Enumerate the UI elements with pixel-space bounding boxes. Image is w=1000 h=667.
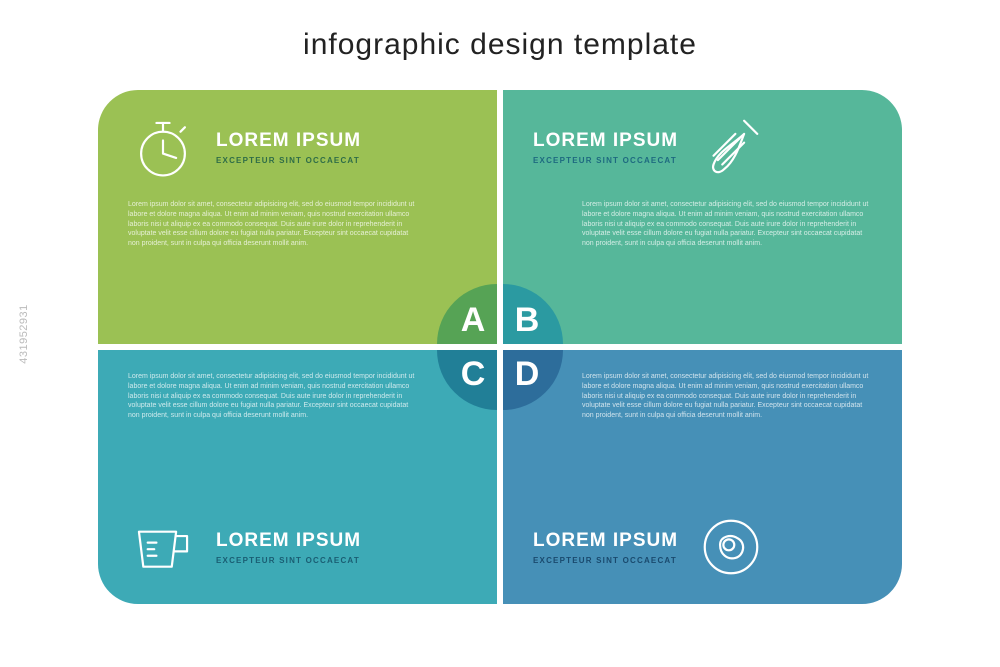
panel-a-title: LOREM IPSUM xyxy=(216,130,361,152)
panel-c-badge: C xyxy=(437,350,497,410)
panel-a-subtitle: EXCEPTEUR SINT OCCAECAT xyxy=(216,156,361,165)
panel-b-subtitle: EXCEPTEUR SINT OCCAECAT xyxy=(533,156,678,165)
panel-c-header: LOREM IPSUM EXCEPTEUR SINT OCCAECAT xyxy=(128,512,361,582)
measuring-cup-icon xyxy=(128,512,198,582)
stopwatch-icon xyxy=(128,112,198,182)
whisk-icon xyxy=(696,112,766,182)
fried-egg-icon xyxy=(696,512,766,582)
panel-c: Lorem ipsum dolor sit amet, consectetur … xyxy=(98,350,497,604)
panel-a-body: Lorem ipsum dolor sit amet, consectetur … xyxy=(128,200,418,249)
panel-d: Lorem ipsum dolor sit amet, consectetur … xyxy=(503,350,902,604)
panel-a-badge: A xyxy=(437,284,497,344)
panel-d-body: Lorem ipsum dolor sit amet, consectetur … xyxy=(582,372,872,421)
panel-c-letter: C xyxy=(461,355,486,394)
panel-a-letter: A xyxy=(461,301,486,340)
panel-b-title: LOREM IPSUM xyxy=(533,130,678,152)
panel-d-header: LOREM IPSUM EXCEPTEUR SINT OCCAECAT xyxy=(533,512,766,582)
watermark-id: 431952931 xyxy=(18,304,30,364)
panel-d-badge: D xyxy=(503,350,563,410)
panel-d-subtitle: EXCEPTEUR SINT OCCAECAT xyxy=(533,556,678,565)
panel-c-subtitle: EXCEPTEUR SINT OCCAECAT xyxy=(216,556,361,565)
panel-d-letter: D xyxy=(515,355,540,394)
panel-a-header: LOREM IPSUM EXCEPTEUR SINT OCCAECAT xyxy=(128,112,361,182)
panel-b-letter: B xyxy=(515,301,540,340)
panel-b-body: Lorem ipsum dolor sit amet, consectetur … xyxy=(582,200,872,249)
panel-d-title: LOREM IPSUM xyxy=(533,530,678,552)
page-title: infographic design template xyxy=(0,28,1000,62)
panel-b-header: LOREM IPSUM EXCEPTEUR SINT OCCAECAT xyxy=(533,112,766,182)
infographic-grid: LOREM IPSUM EXCEPTEUR SINT OCCAECAT Lore… xyxy=(98,90,902,604)
panel-c-title: LOREM IPSUM xyxy=(216,530,361,552)
panel-a: LOREM IPSUM EXCEPTEUR SINT OCCAECAT Lore… xyxy=(98,90,497,344)
panel-b: LOREM IPSUM EXCEPTEUR SINT OCCAECAT Lore… xyxy=(503,90,902,344)
panel-c-body: Lorem ipsum dolor sit amet, consectetur … xyxy=(128,372,418,421)
panel-b-badge: B xyxy=(503,284,563,344)
